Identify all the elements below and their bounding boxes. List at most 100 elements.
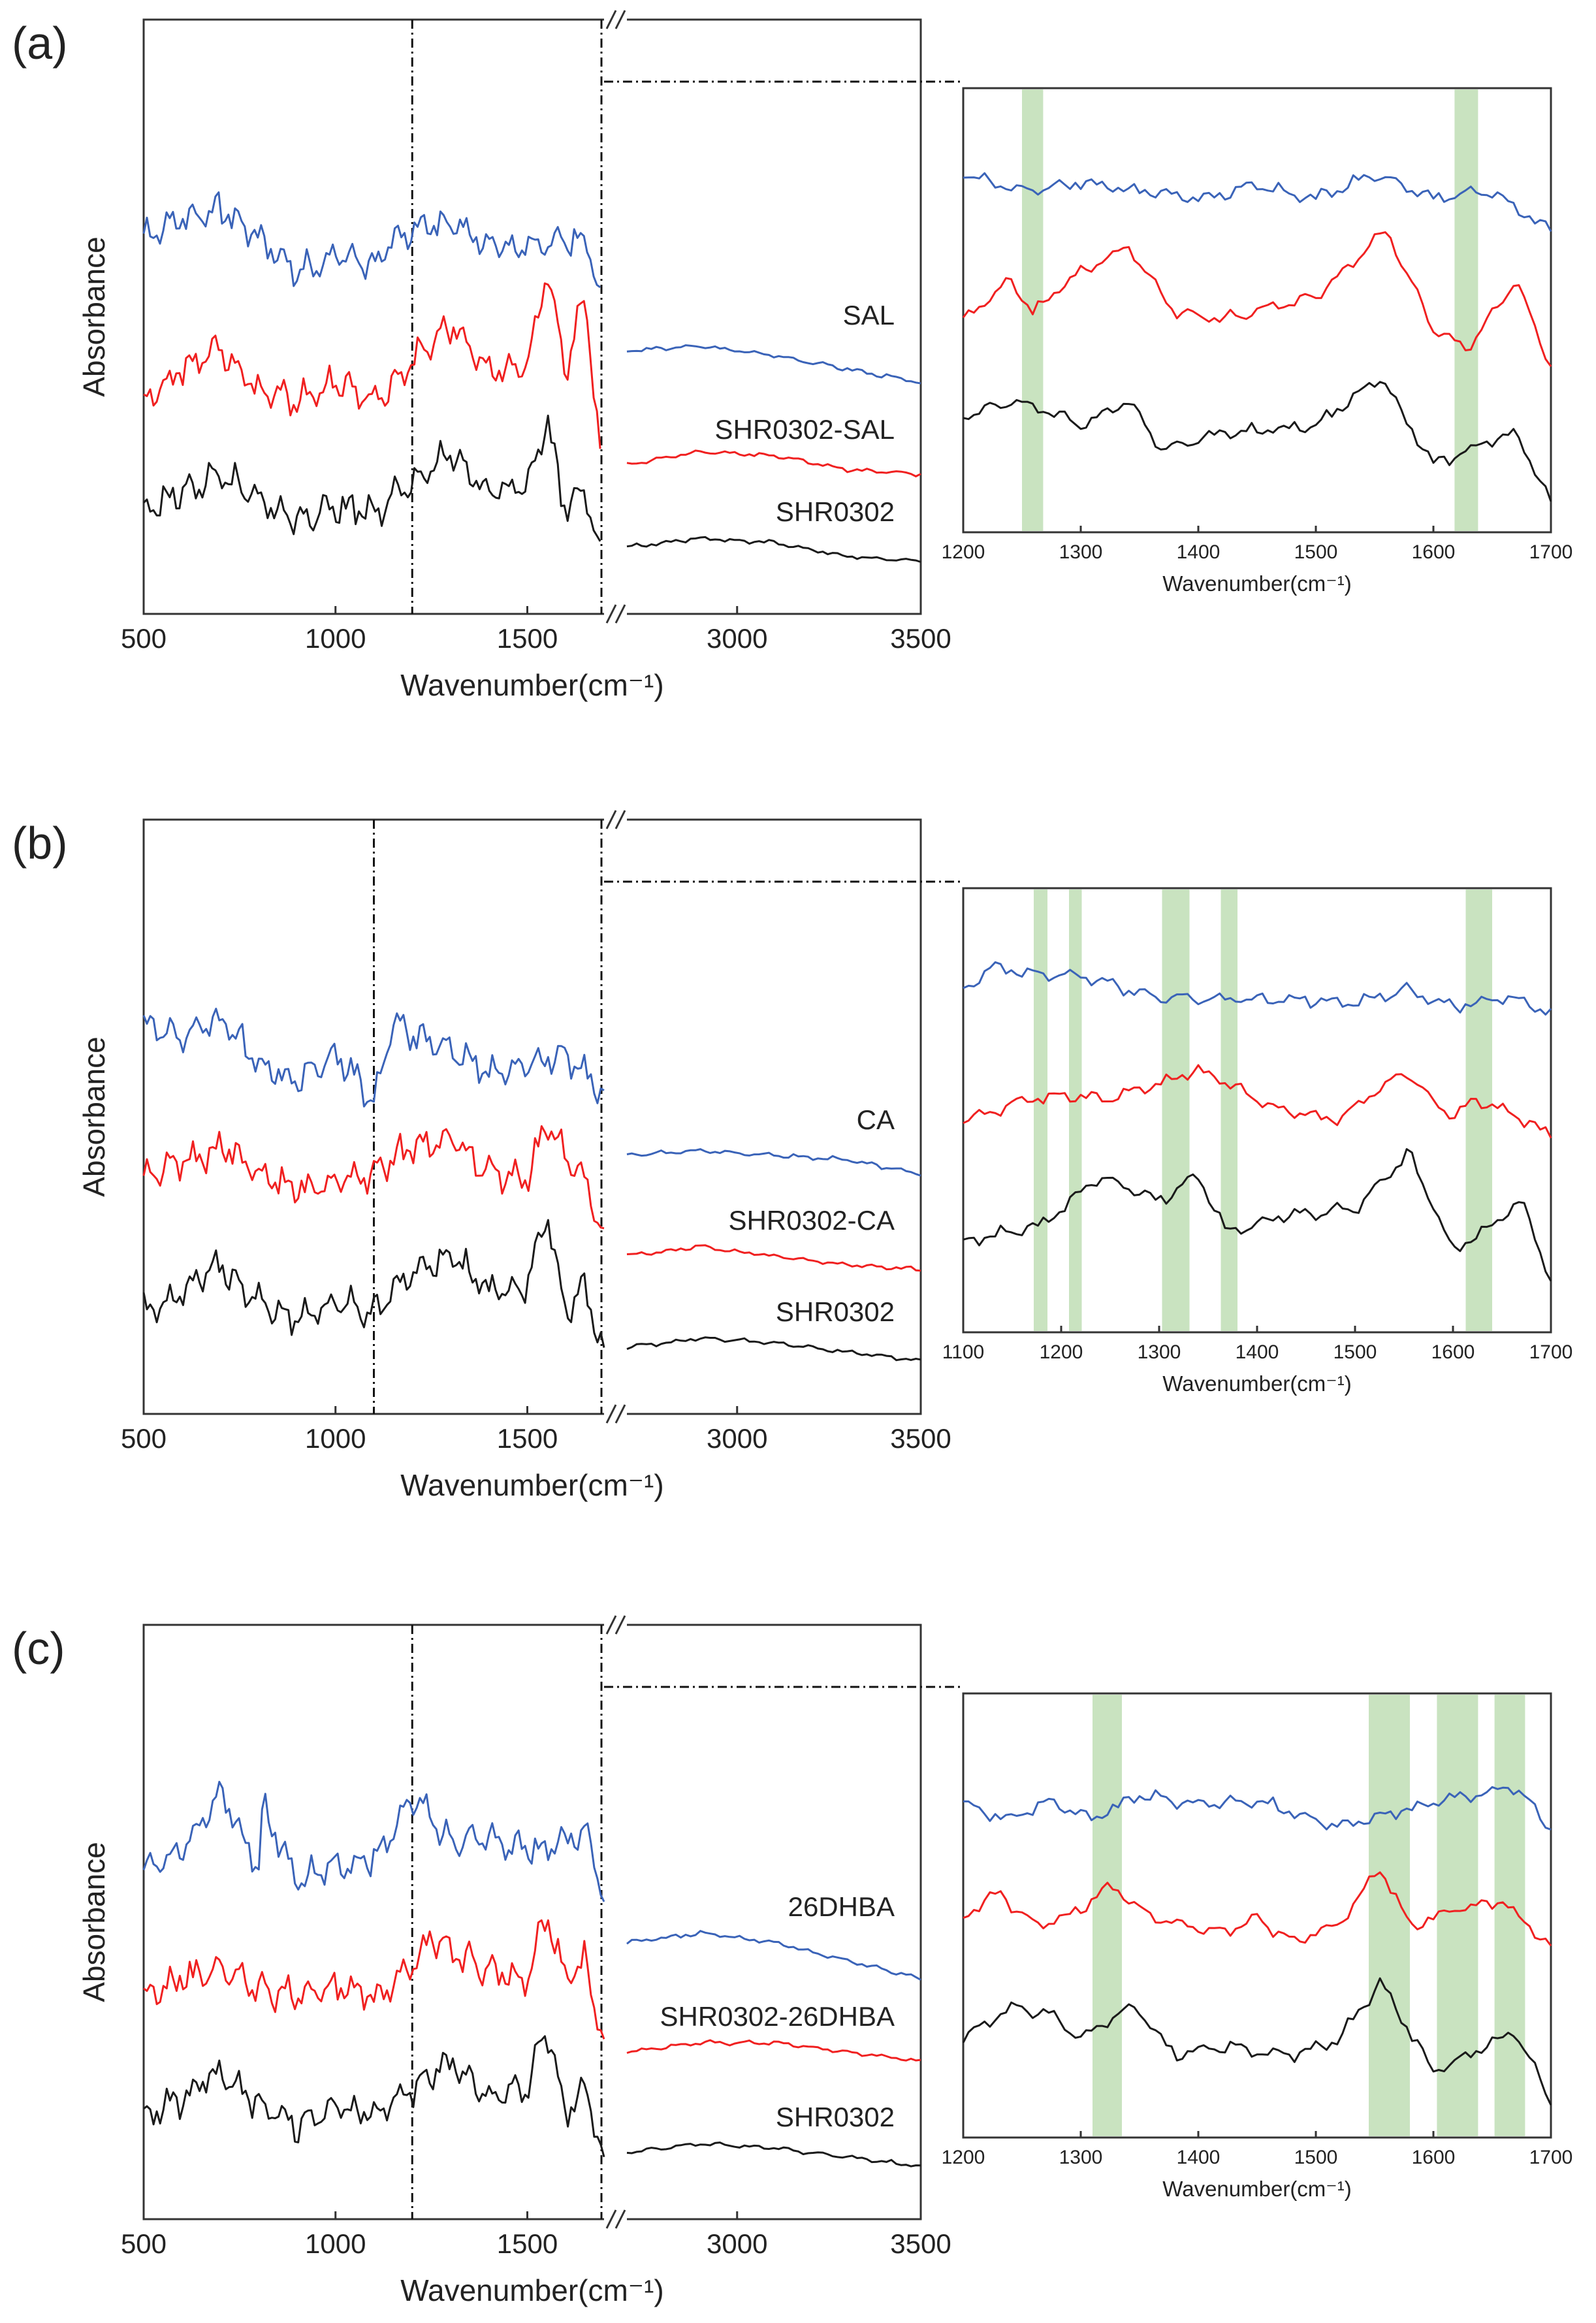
zoom-x-tick-label: 1200 [942, 541, 985, 563]
series-label: SHR0302-CA [729, 1205, 895, 1236]
zoom-x-axis-label: Wavenumber(cm⁻¹) [1162, 1371, 1351, 1396]
x-tick-label: 1000 [305, 623, 366, 654]
zoom-spectrum-line-ca [963, 961, 1552, 1016]
zoom-x-tick-label: 1300 [1138, 1341, 1181, 1363]
panel-a: (a) 500 1000 1500 3000 3500 Wavenumber(cm⁻¹) Ab… [12, 10, 1572, 702]
x-tick-label: 3500 [890, 623, 951, 654]
x-tick-label: 3500 [890, 1423, 951, 1454]
x-tick-label: 1500 [497, 1423, 558, 1454]
highlight-band [1162, 889, 1190, 1331]
spectrum-line-shr0302-ca [142, 1125, 605, 1230]
zoom-axis-frame [962, 87, 1552, 534]
zoom-x-tick-label: 1300 [1059, 541, 1103, 563]
x-tick-label: 3500 [890, 2228, 951, 2259]
x-tick-label: 1000 [305, 2228, 366, 2259]
zoom-spectrum-line-shr0302 [962, 1977, 1552, 2106]
x-tick-label: 1000 [305, 1423, 366, 1454]
spectrum-line-shr0302-26dhba-high [626, 2039, 921, 2062]
series-label: CA [857, 1104, 895, 1135]
y-axis-label: Absorbance [77, 236, 111, 397]
zoom-x-tick-label: 1100 [942, 1341, 985, 1363]
highlight-band [1465, 889, 1492, 1331]
zoom-spectrum-line-shr0302 [963, 381, 1552, 502]
zoom-spectrum-line-shr0302-ca [963, 1064, 1552, 1139]
x-tick-label: 500 [121, 2228, 167, 2259]
panel-b: (b) 500 1000 1500 3000 3500 Wavenumber(cm⁻¹) Ab… [12, 810, 1572, 1502]
highlight-band [1069, 889, 1082, 1331]
zoom-x-tick-label: 1400 [1177, 541, 1221, 563]
main-axis-right [627, 18, 922, 615]
panel-c: (c) 500 1000 1500 3000 3500 Wavenumber(cm⁻¹) Ab… [12, 1615, 1573, 2307]
x-tick-label: 500 [121, 1423, 167, 1454]
axis-break-mark [605, 10, 626, 29]
zoom-spectrum-line-sal [963, 172, 1552, 232]
axis-break-mark [605, 810, 626, 829]
series-label: SHR0302-26DHBA [660, 2001, 895, 2032]
zoom-x-tick-label: 1500 [1294, 541, 1338, 563]
zoom-x-tick-label: 1600 [1412, 2147, 1456, 2168]
panel-letter: (b) [12, 818, 68, 869]
axis-break-mark [605, 604, 626, 624]
x-axis-label: Wavenumber(cm⁻¹) [400, 1468, 663, 1502]
x-axis-label: Wavenumber(cm⁻¹) [400, 668, 663, 702]
spectrum-line-sal-high [626, 344, 921, 385]
zoom-x-tick-label: 1300 [1059, 2147, 1103, 2168]
spectrum-line-shr0302 [143, 2035, 605, 2158]
highlight-band [1369, 1695, 1410, 2136]
x-tick-label: 3000 [707, 623, 767, 654]
spectrum-line-shr0302-sal-high [626, 449, 921, 478]
spectrum-line-shr0302-high [626, 536, 921, 563]
series-label: SHR0302 [776, 2102, 895, 2132]
highlight-band [1454, 89, 1478, 531]
series-label: SAL [843, 300, 895, 330]
panel-letter: (c) [12, 1623, 65, 1674]
highlight-band [1494, 1695, 1525, 2136]
y-axis-label: Absorbance [77, 1842, 111, 2002]
axis-break-mark [605, 1404, 626, 1424]
zoom-spectrum-line-shr0302 [963, 1148, 1552, 1282]
spectrum-line-shr0302-high [626, 2141, 921, 2168]
spectrum-line-shr0302-26dhba [143, 1919, 605, 2040]
highlight-band [1221, 889, 1237, 1331]
highlight-band [1022, 89, 1044, 531]
highlight-band [1034, 889, 1047, 1331]
highlight-band [1093, 1695, 1122, 2136]
spectrum-line-ca [142, 1008, 605, 1108]
x-tick-label: 500 [121, 623, 167, 654]
spectrum-line-shr0302 [142, 1219, 605, 1348]
zoom-axis-frame [962, 1692, 1552, 2139]
zoom-x-tick-label: 1700 [1529, 2147, 1573, 2168]
zoom-x-tick-label: 1400 [1236, 1341, 1279, 1363]
series-label: 26DHBA [788, 1891, 895, 1922]
zoom-spectrum-line-shr0302-sal [962, 231, 1552, 367]
zoom-x-tick-label: 1500 [1294, 2147, 1338, 2168]
zoom-spectrum-line-shr0302-26dhba [963, 1871, 1552, 1947]
main-axis-right [627, 1624, 922, 2220]
zoom-x-tick-label: 1600 [1412, 541, 1456, 563]
series-label: SHR0302-SAL [715, 414, 895, 445]
panel-letter: (a) [12, 18, 68, 69]
zoom-x-axis-label: Wavenumber(cm⁻¹) [1162, 2177, 1351, 2201]
zoom-x-tick-label: 1600 [1431, 1341, 1475, 1363]
x-tick-label: 1500 [497, 623, 558, 654]
spectrum-line-sal [142, 191, 601, 289]
x-tick-label: 1500 [497, 2228, 558, 2259]
spectrum-line-26dhba-high [626, 1930, 921, 1981]
axis-break-mark [605, 2209, 626, 2229]
series-label: SHR0302 [776, 496, 895, 527]
zoom-axis-frame [962, 887, 1552, 1334]
zoom-spectrum-line-26dhba [963, 1786, 1552, 1831]
x-axis-label: Wavenumber(cm⁻¹) [400, 2273, 663, 2307]
zoom-x-tick-label: 1200 [1040, 1341, 1083, 1363]
main-axis-left [142, 1624, 604, 2220]
y-axis-label: Absorbance [77, 1036, 111, 1197]
spectrum-line-shr0302-ca-high [626, 1244, 921, 1272]
main-axis-right [627, 818, 922, 1415]
spectrum-line-shr0302 [142, 414, 601, 542]
axis-break-mark [605, 1615, 626, 1635]
zoom-x-tick-label: 1500 [1333, 1341, 1377, 1363]
zoom-x-tick-label: 1700 [1529, 1341, 1573, 1363]
zoom-x-tick-label: 1200 [942, 2147, 985, 2168]
series-label: SHR0302 [776, 1296, 895, 1327]
